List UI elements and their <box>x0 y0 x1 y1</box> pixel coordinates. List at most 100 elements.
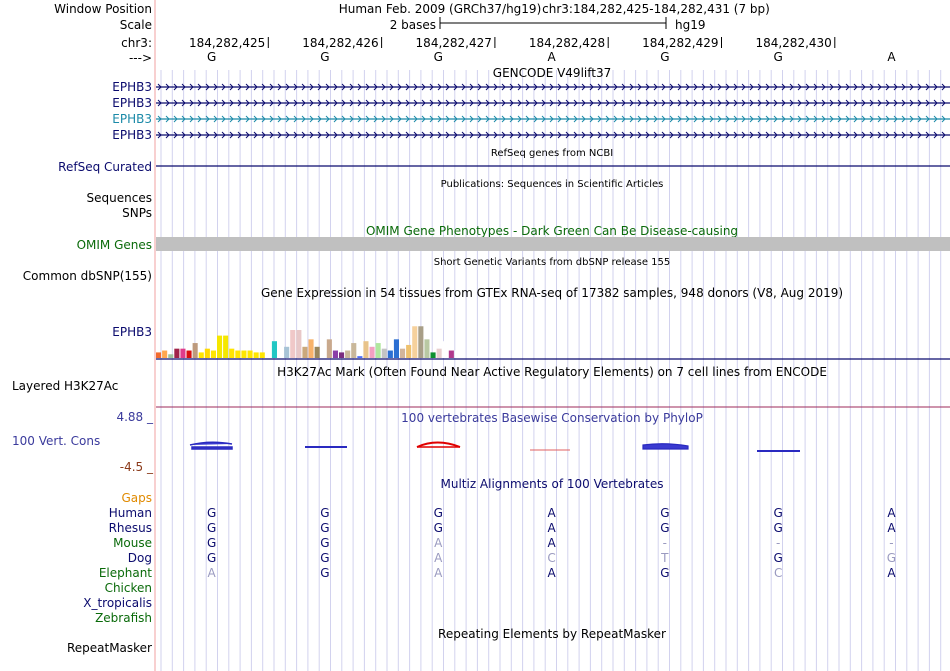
position-label[interactable]: chr3:184,282,425-184,282,431 (7 bp) <box>542 2 770 16</box>
scale-bar <box>439 17 667 29</box>
alignment-base: - <box>663 536 667 550</box>
species-label: Human <box>109 506 152 520</box>
gencode-gene-label: EPHB3 <box>112 80 152 94</box>
alignment-base: G <box>887 551 896 565</box>
snps-label[interactable]: SNPs <box>122 206 152 220</box>
assembly-label: Human Feb. 2009 (GRCh37/hg19) <box>339 2 542 16</box>
alignment-base: A <box>208 566 217 580</box>
gtex-bar <box>271 341 277 358</box>
omim-bar[interactable] <box>156 237 950 251</box>
ruler-tick-label: 184,282,428 <box>529 36 605 50</box>
scale-text: 2 bases <box>390 18 436 32</box>
gtex-bar <box>436 348 442 358</box>
alignment-base: G <box>434 521 443 535</box>
gtex-bar <box>162 350 168 358</box>
gtex-bar <box>217 335 223 358</box>
gtex-bar <box>235 350 241 358</box>
gencode-strand-chevrons <box>157 83 946 91</box>
gtex-bar <box>241 350 247 358</box>
alignment-base: T <box>660 551 669 565</box>
gencode-strand-chevrons <box>157 99 946 107</box>
alignment-base: G <box>434 506 443 520</box>
multiz-title: Multiz Alignments of 100 Vertebrates <box>440 477 663 491</box>
gaps-label[interactable]: Gaps <box>121 491 152 505</box>
gtex-bar-chart[interactable] <box>156 326 479 358</box>
h3k27ac-label[interactable]: Layered H3K27Ac <box>12 379 118 393</box>
alignment-base: G <box>660 566 669 580</box>
gtex-bar <box>204 348 210 358</box>
base-grid <box>160 70 942 671</box>
gtex-bar <box>326 339 332 358</box>
gencode-title: GENCODE V49lift37 <box>493 66 611 80</box>
ruler-tick-label: 184,282,426 <box>302 36 378 50</box>
alignment-base: A <box>547 566 556 580</box>
gtex-bar <box>351 343 357 358</box>
base-letter: A <box>547 50 556 64</box>
gencode-strand-chevrons <box>157 115 946 123</box>
gtex-bar <box>290 330 296 358</box>
gtex-title: Gene Expression in 54 tissues from GTEx … <box>261 286 843 300</box>
gtex-bar <box>424 339 430 358</box>
gtex-bar <box>229 348 235 358</box>
alignment-base: G <box>773 521 782 535</box>
phylop-label[interactable]: 100 Vert. Cons <box>12 434 100 448</box>
phylop-min-label: -4.5 _ <box>120 460 154 474</box>
ruler-tick-label: 184,282,427 <box>416 36 492 50</box>
phylop-signal[interactable] <box>189 441 800 452</box>
omim-label[interactable]: OMIM Genes <box>77 238 152 252</box>
alignment-base: G <box>207 521 216 535</box>
gtex-bar <box>253 352 259 358</box>
alignment-base: - <box>889 536 893 550</box>
species-label: X_tropicalis <box>83 596 152 610</box>
phylop-mark-5 <box>642 443 689 450</box>
gtex-bar <box>442 341 448 358</box>
dbsnp-label[interactable]: Common dbSNP(155) <box>23 269 152 283</box>
gencode-strand-chevrons <box>157 131 946 139</box>
alignment-base: A <box>434 536 443 550</box>
gtex-bar <box>223 335 229 358</box>
gencode-gene-label: EPHB3 <box>112 96 152 110</box>
gtex-bar <box>448 350 454 358</box>
gencode-track[interactable]: EPHB3 EPHB3 EPHB3 EPHB3 <box>112 80 950 142</box>
gtex-bar <box>339 352 345 358</box>
species-label: Chicken <box>105 581 152 595</box>
species-label: Elephant <box>99 566 152 580</box>
gtex-bar <box>387 350 393 358</box>
refseq-label[interactable]: RefSeq Curated <box>58 160 152 174</box>
alignment-base: G <box>207 551 216 565</box>
alignment-base: A <box>887 566 896 580</box>
species-label: Mouse <box>113 536 152 550</box>
alignment-base: G <box>320 566 329 580</box>
repeatmasker-title: Repeating Elements by RepeatMasker <box>438 627 666 641</box>
window-position-label: Window Position <box>54 2 152 16</box>
alignment-base: G <box>320 506 329 520</box>
gtex-bar <box>180 348 186 358</box>
ruler-tick-label: 184,282,425 <box>189 36 265 50</box>
h3k27ac-title: H3K27Ac Mark (Often Found Near Active Re… <box>277 365 827 379</box>
alignment-base: G <box>660 521 669 535</box>
omim-title: OMIM Gene Phenotypes - Dark Green Can Be… <box>366 224 738 238</box>
gtex-bar <box>284 346 290 358</box>
sequences-label[interactable]: Sequences <box>87 191 152 205</box>
alignment-base: G <box>320 521 329 535</box>
base-letter: G <box>320 50 329 64</box>
base-letter: G <box>660 50 669 64</box>
alignment-base: C <box>774 566 782 580</box>
repeatmasker-label[interactable]: RepeatMasker <box>67 641 152 655</box>
alignment-base: G <box>207 506 216 520</box>
alignment-base: A <box>547 506 556 520</box>
alignment-base: - <box>776 536 780 550</box>
gtex-bar <box>418 326 424 358</box>
phylop-title: 100 vertebrates Basewise Conservation by… <box>401 411 703 425</box>
alignment-base: A <box>547 536 556 550</box>
alignment-base: G <box>773 551 782 565</box>
scale-db: hg19 <box>675 18 706 32</box>
gtex-bar <box>473 356 479 358</box>
gtex-bar <box>381 348 387 358</box>
gtex-bar <box>296 330 302 358</box>
gtex-gene-label[interactable]: EPHB3 <box>112 325 152 339</box>
gtex-bar <box>314 346 320 358</box>
gtex-bar <box>332 350 338 358</box>
